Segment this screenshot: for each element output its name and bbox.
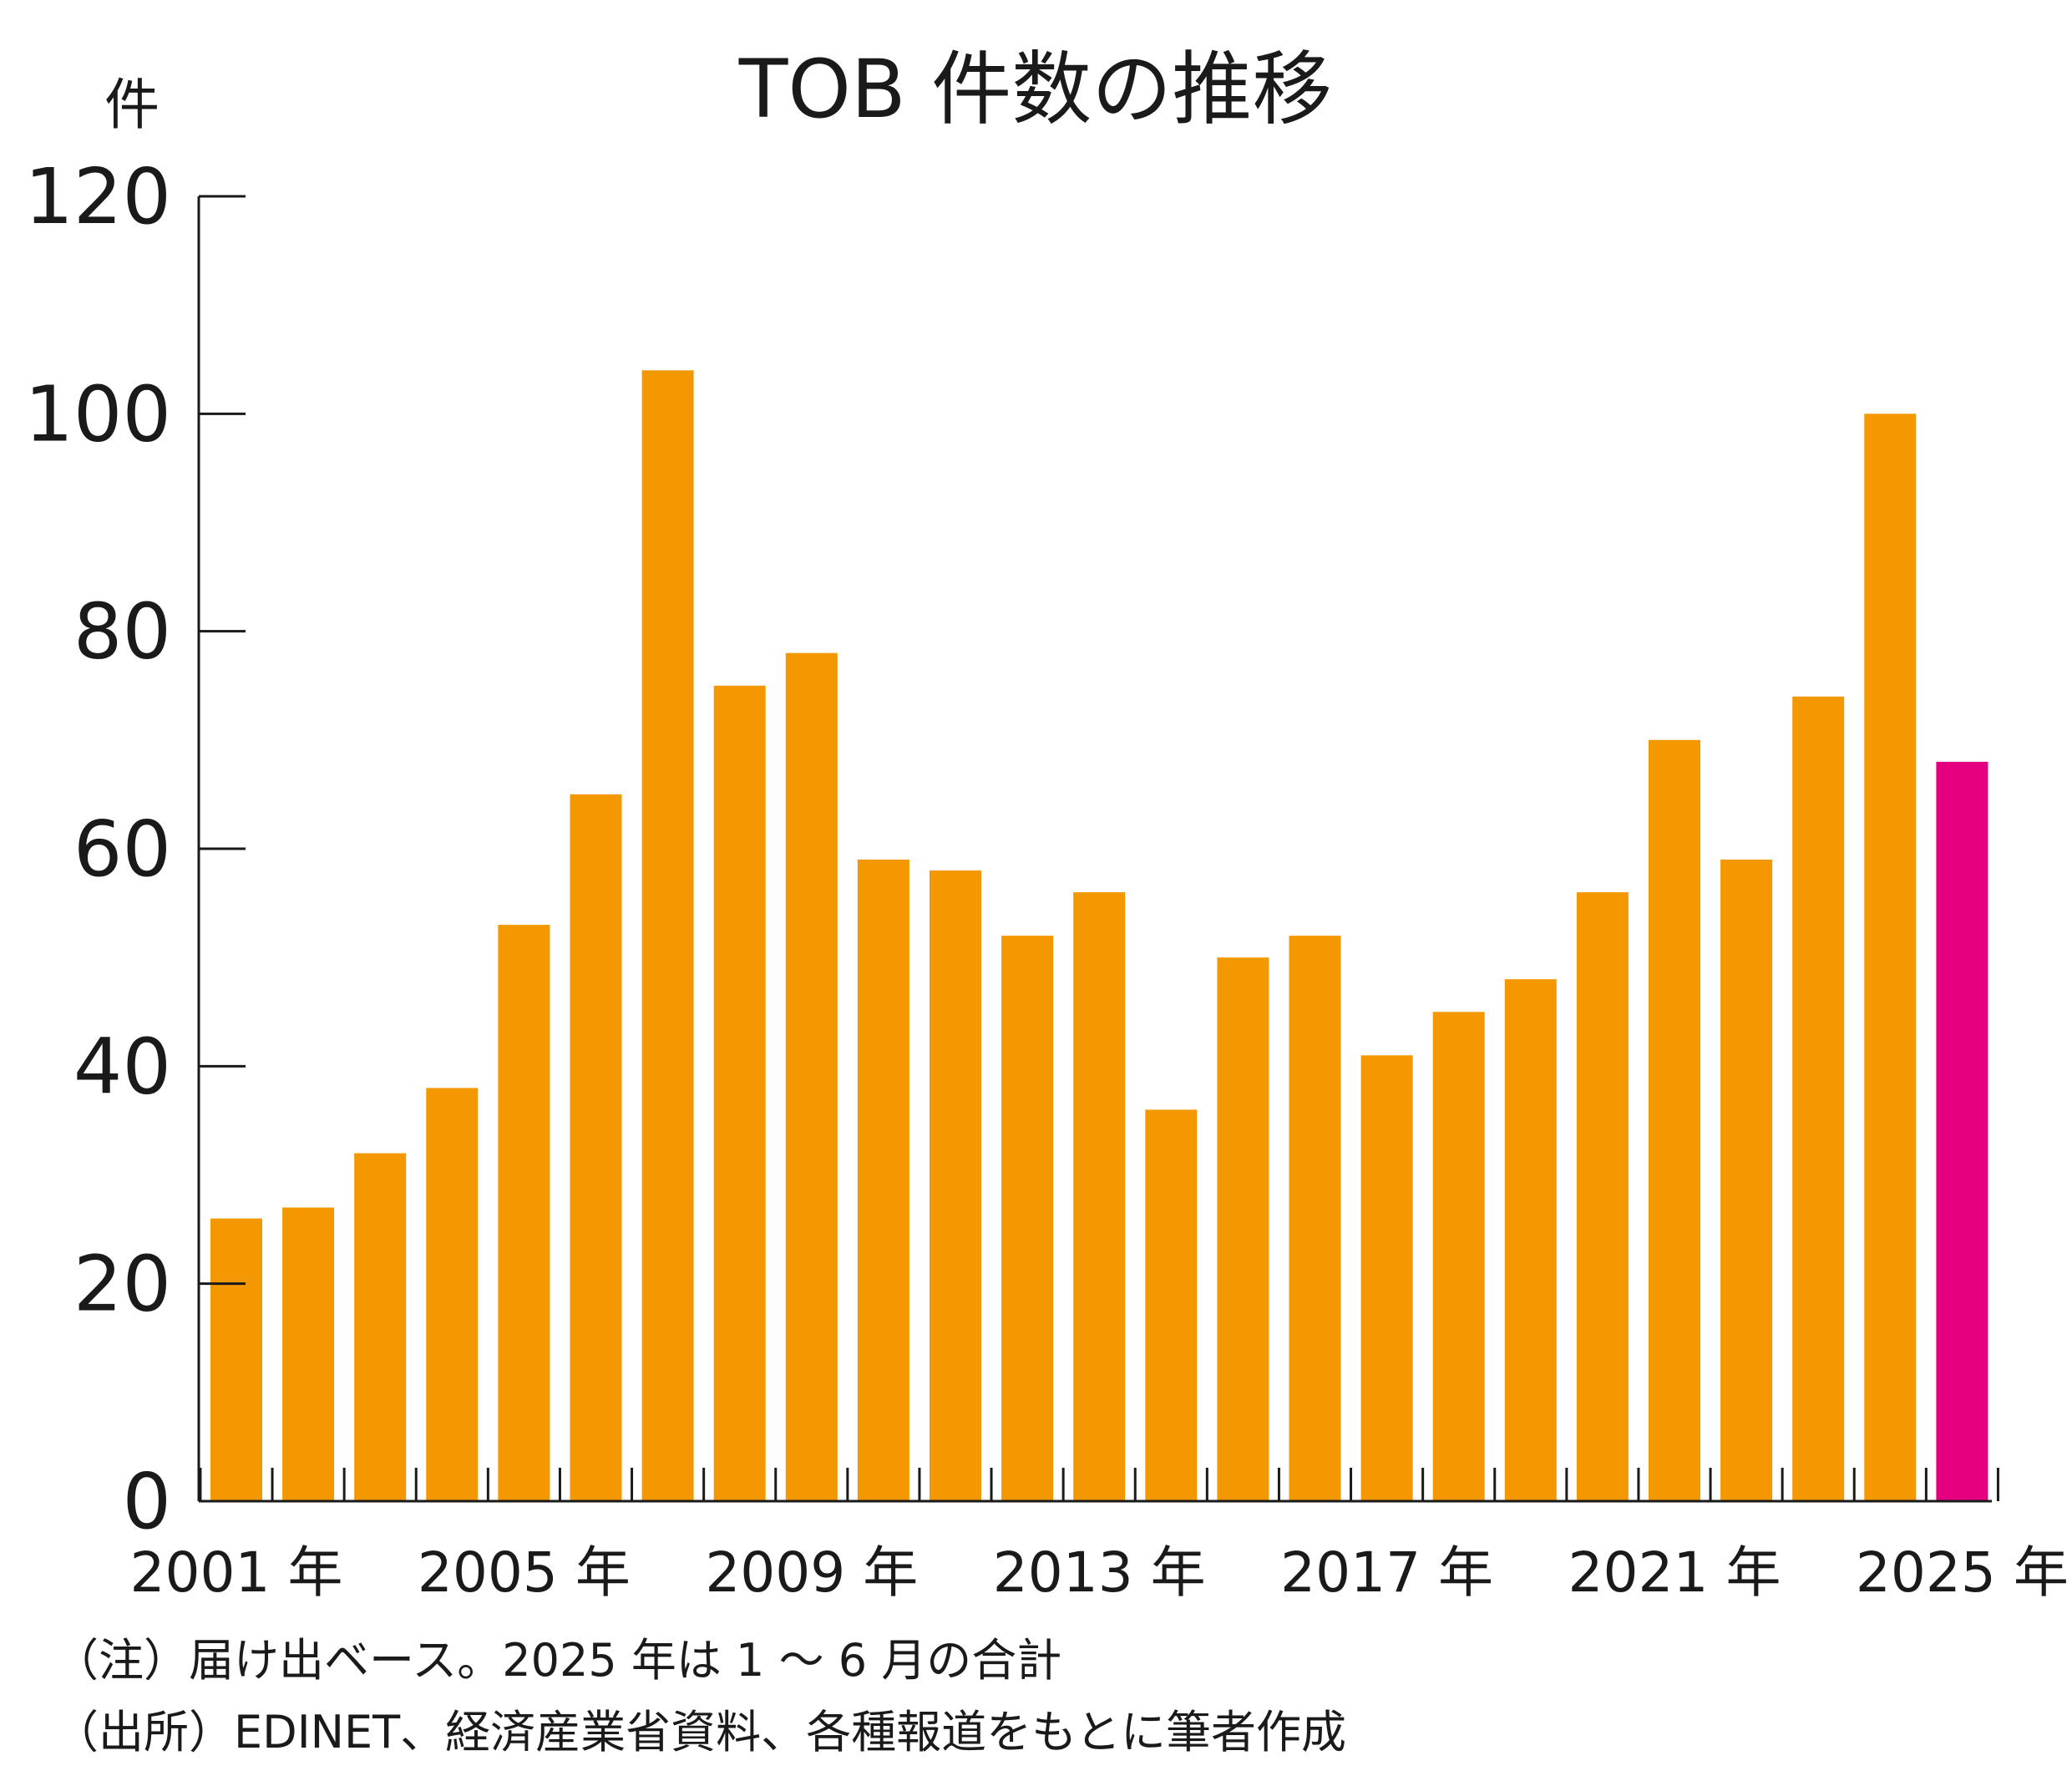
bar-2025 (1936, 761, 1988, 1501)
plot-area: 0 20 40 60 80 100 120 2001 年 2005 年 2009 年 2013 年 2… (24, 152, 2068, 1605)
y-tick-label-100: 100 (24, 369, 171, 459)
y-tick-label-0: 0 (122, 1457, 171, 1546)
x-tick-label-2009: 2009 年 (705, 1540, 918, 1605)
bar-2010 (857, 860, 909, 1501)
bar-2001 (210, 1218, 262, 1501)
y-tick-label-120: 120 (24, 152, 171, 241)
bar-2008 (713, 685, 766, 1502)
source-line: （出所）EDINET、経済産業省資料、各種報道をもとに筆者作成 (53, 1706, 1347, 1758)
x-tick-label-2005: 2005 年 (418, 1540, 631, 1605)
x-tick-label-2013: 2013 年 (993, 1540, 1206, 1605)
bar-2003 (354, 1153, 407, 1501)
bar-2022 (1720, 860, 1773, 1501)
bar-2012 (1001, 936, 1054, 1501)
bar-2014 (1145, 1109, 1198, 1501)
bar-2015 (1217, 957, 1269, 1501)
x-tick-label-2021: 2021 年 (1568, 1540, 1781, 1605)
y-tick-label-40: 40 (73, 1022, 171, 1111)
x-tick-label-2025: 2025 年 (1856, 1540, 2069, 1605)
bar-2020 (1576, 892, 1629, 1501)
y-tick-label-80: 80 (73, 587, 171, 677)
x-tick-label-2017: 2017 年 (1280, 1540, 1493, 1605)
y-tick-label-20: 20 (73, 1240, 171, 1329)
chart-title: TOB 件数の推移 (738, 43, 1333, 136)
bar-2011 (930, 870, 981, 1501)
bar-2002 (282, 1207, 335, 1501)
bar-2006 (570, 794, 622, 1501)
bar-2017 (1360, 1055, 1413, 1501)
bar-2013 (1073, 892, 1126, 1501)
x-tick-label-2001: 2001 年 (130, 1540, 343, 1605)
bar-2005 (498, 925, 550, 1501)
chart-notes: （注）届け出ベース。2025 年は 1 ～ 6 月の合計 （出所）EDINET、… (53, 1625, 1346, 1768)
bar-2007 (641, 370, 694, 1501)
bar-2024 (1864, 414, 1917, 1501)
y-tick-label-60: 60 (73, 804, 171, 894)
bar-chart: TOB 件数の推移 件 0 20 40 60 80 100 120 2001 年 2005 年 2… (24, 43, 2068, 1605)
bar-2019 (1504, 979, 1557, 1501)
note-line: （注）届け出ベース。2025 年は 1 ～ 6 月の合計 (53, 1634, 1062, 1687)
bar-2016 (1289, 936, 1341, 1501)
bar-2009 (785, 652, 838, 1501)
bar-2004 (426, 1088, 479, 1501)
bar-2021 (1649, 739, 1700, 1501)
y-axis-unit: 件 (104, 73, 160, 137)
bar-2018 (1432, 1012, 1485, 1502)
bar-2023 (1792, 696, 1845, 1501)
